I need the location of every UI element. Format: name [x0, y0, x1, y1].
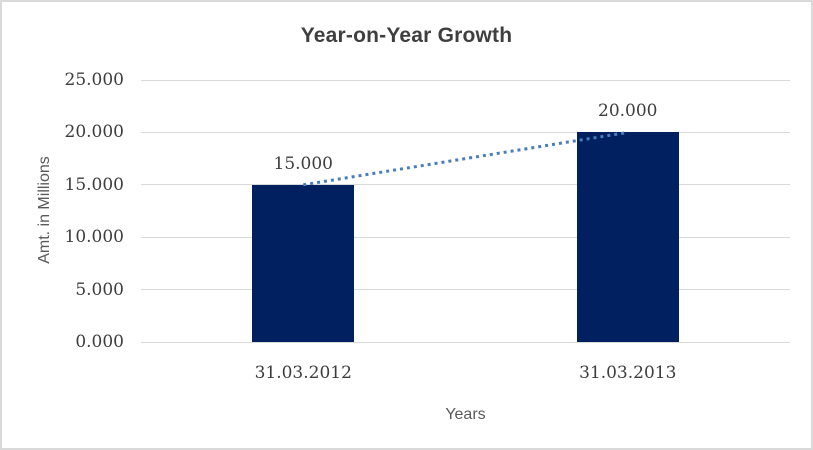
bar	[252, 184, 355, 342]
bar-data-label: 20.000	[598, 101, 658, 122]
x-category-label: 31.03.2012	[254, 363, 352, 383]
gridline	[141, 341, 790, 343]
gridline	[141, 131, 790, 133]
gridline	[141, 236, 790, 238]
y-tick-label: 20.000	[64, 122, 124, 143]
y-tick-label: 15.000	[64, 174, 124, 195]
gridline	[141, 79, 790, 81]
chart-title: Year-on-Year Growth	[300, 24, 513, 47]
gridline	[141, 184, 790, 186]
y-tick-label: 10.000	[64, 227, 124, 248]
y-tick-label: 25.000	[64, 70, 124, 90]
x-category-label: 31.03.2013	[579, 363, 677, 383]
bar-data-label: 15.000	[273, 153, 333, 174]
y-tick-label: 5.000	[75, 279, 124, 300]
x-axis-title: Years	[445, 406, 486, 423]
y-tick-label: 0.000	[75, 332, 124, 352]
bar	[576, 132, 679, 342]
gridline	[141, 289, 790, 291]
